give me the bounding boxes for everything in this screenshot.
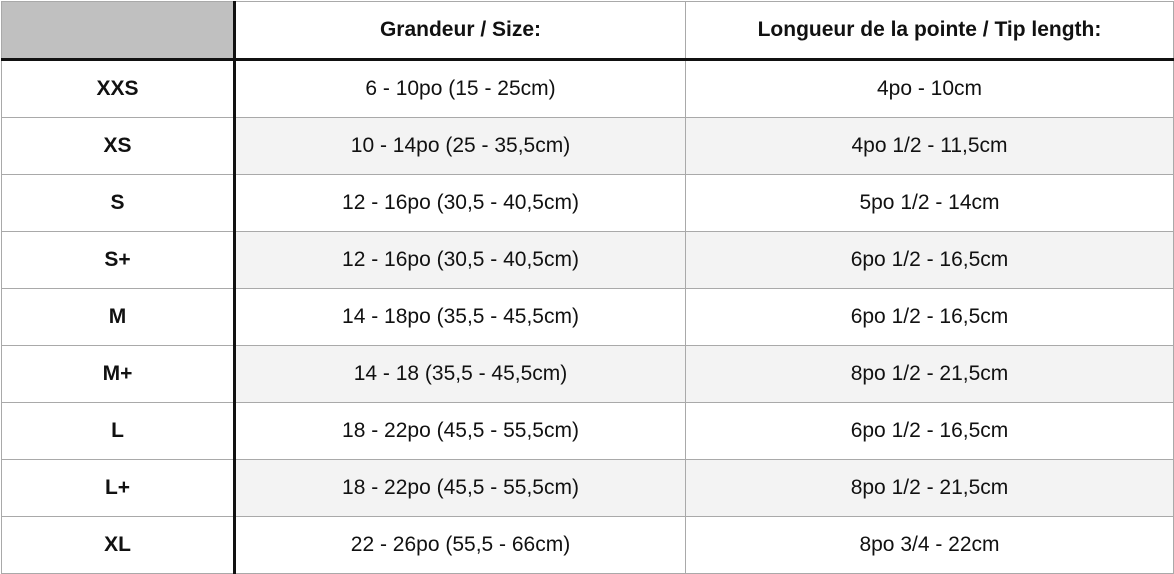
tip-length-cell: 6po 1/2 - 16,5cm: [685, 288, 1174, 346]
range-cell: 18 - 22po (45,5 - 55,5cm): [234, 459, 686, 517]
table-row: XL 22 - 26po (55,5 - 66cm) 8po 3/4 - 22cm: [1, 516, 1174, 574]
range-cell: 6 - 10po (15 - 25cm): [234, 59, 686, 118]
table-row: M 14 - 18po (35,5 - 45,5cm) 6po 1/2 - 16,5…: [1, 288, 1174, 346]
size-cell: S+: [1, 231, 236, 289]
range-cell: 18 - 22po (45,5 - 55,5cm): [234, 402, 686, 460]
size-cell: XS: [1, 117, 236, 175]
table-row: S+ 12 - 16po (30,5 - 40,5cm) 6po 1/2 - 16,…: [1, 231, 1174, 289]
table-row: M+ 14 - 18 (35,5 - 45,5cm) 8po 1/2 - 21,5c…: [1, 345, 1174, 403]
size-cell: S: [1, 174, 236, 232]
header-row: Grandeur / Size: Longueur de la pointe /…: [1, 1, 1174, 61]
tip-length-cell: 8po 1/2 - 21,5cm: [685, 459, 1174, 517]
tip-length-cell: 5po 1/2 - 14cm: [685, 174, 1174, 232]
size-cell: L+: [1, 459, 236, 517]
range-cell: 22 - 26po (55,5 - 66cm): [234, 516, 686, 574]
table-row: L+ 18 - 22po (45,5 - 55,5cm) 8po 1/2 - 21,…: [1, 459, 1174, 517]
table-row: XXS 6 - 10po (15 - 25cm) 4po - 10cm: [1, 59, 1174, 118]
range-cell: 12 - 16po (30,5 - 40,5cm): [234, 231, 686, 289]
size-cell: M+: [1, 345, 236, 403]
tip-length-cell: 4po - 10cm: [685, 59, 1174, 118]
range-cell: 14 - 18 (35,5 - 45,5cm): [234, 345, 686, 403]
header-tip-length: Longueur de la pointe / Tip length:: [685, 1, 1174, 61]
range-cell: 12 - 16po (30,5 - 40,5cm): [234, 174, 686, 232]
table-row: L 18 - 22po (45,5 - 55,5cm) 6po 1/2 - 16,5…: [1, 402, 1174, 460]
size-cell: XL: [1, 516, 236, 574]
table-row: S 12 - 16po (30,5 - 40,5cm) 5po 1/2 - 14cm: [1, 174, 1174, 232]
size-cell: L: [1, 402, 236, 460]
range-cell: 14 - 18po (35,5 - 45,5cm): [234, 288, 686, 346]
tip-length-cell: 8po 1/2 - 21,5cm: [685, 345, 1174, 403]
tip-length-cell: 4po 1/2 - 11,5cm: [685, 117, 1174, 175]
table-row: XS 10 - 14po (25 - 35,5cm) 4po 1/2 - 11,5c…: [1, 117, 1174, 175]
size-cell: M: [1, 288, 236, 346]
header-size: Grandeur / Size:: [234, 1, 686, 61]
tip-length-cell: 6po 1/2 - 16,5cm: [685, 402, 1174, 460]
range-cell: 10 - 14po (25 - 35,5cm): [234, 117, 686, 175]
tip-length-cell: 6po 1/2 - 16,5cm: [685, 231, 1174, 289]
corner-cell: [1, 1, 236, 61]
size-cell: XXS: [1, 59, 236, 118]
tip-length-cell: 8po 3/4 - 22cm: [685, 516, 1174, 574]
